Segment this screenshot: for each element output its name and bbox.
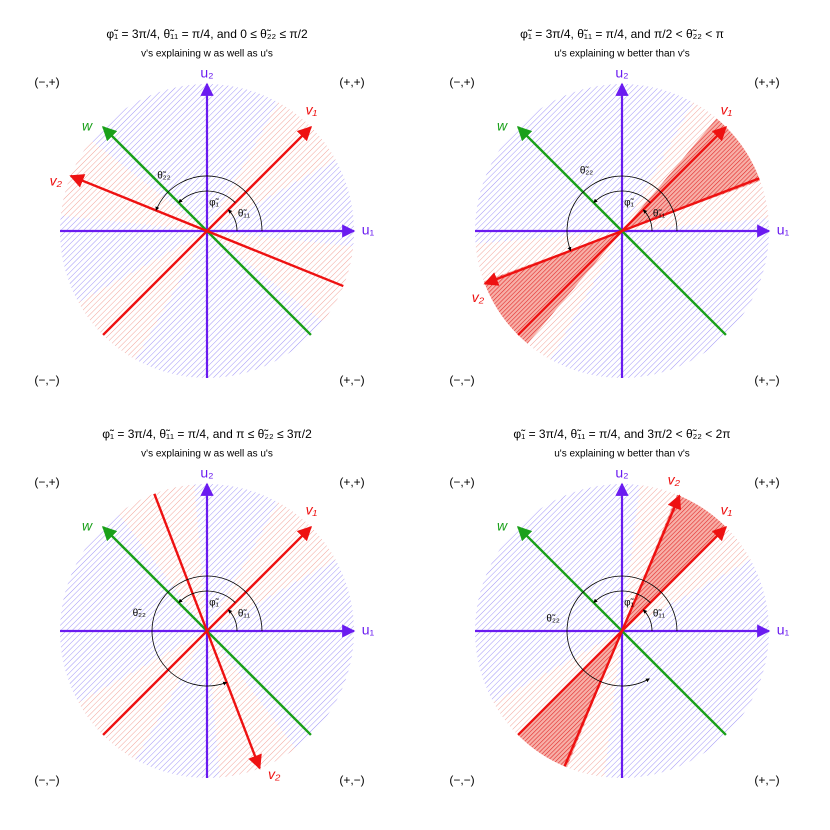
axis-label: u₁ [777, 622, 790, 638]
panel: φ̃₁ = 3π/4, θ̃₁₁ = π/4, and 0 ≤ θ̃₂₂ ≤ π… [34, 27, 374, 387]
angle-label: θ̃₁₁ [238, 609, 251, 620]
panel-title: φ̃₁ = 3π/4, θ̃₁₁ = π/4, and π/2 < θ̃₂₂ <… [520, 27, 724, 41]
panel-subtitle: u's explaining w better than v's [554, 49, 690, 60]
axis-label: u₂ [200, 465, 213, 481]
angle-label: θ̃₂₂ [133, 608, 146, 619]
quadrant-label: (+,+) [754, 475, 779, 489]
angle-arc [178, 190, 236, 203]
quadrant-label: (+,+) [339, 475, 364, 489]
quadrant-label: (−,+) [449, 75, 474, 89]
panel: φ̃₁ = 3π/4, θ̃₁₁ = π/4, and 3π/2 < θ̃₂₂ … [449, 427, 789, 787]
vector-label: v₁ [306, 502, 318, 518]
panel-subtitle: v's explaining w as well as u's [141, 49, 273, 60]
vector [69, 174, 344, 288]
vector-label: v₂ [268, 766, 281, 782]
vector [563, 494, 682, 767]
panel-title: φ̃₁ = 3π/4, θ̃₁₁ = π/4, and π ≤ θ̃₂₂ ≤ 3… [102, 427, 312, 441]
panel-subtitle: u's explaining w better than v's [554, 449, 690, 460]
vector-label: v₂ [668, 471, 681, 487]
axis-label: u₂ [615, 465, 628, 481]
angle-label: φ̃₁ [624, 198, 634, 209]
axis-label: u₂ [615, 65, 628, 81]
quadrant-label: (−,−) [449, 773, 474, 787]
wedge [60, 140, 207, 231]
quadrant-label: (+,+) [339, 75, 364, 89]
angle-label: θ̃₁₁ [238, 209, 251, 220]
panel: φ̃₁ = 3π/4, θ̃₁₁ = π/4, and π ≤ θ̃₂₂ ≤ 3… [34, 427, 374, 787]
quadrant-label: (−,−) [34, 373, 59, 387]
vector [153, 493, 262, 770]
angle-label: θ̃₂₂ [546, 613, 559, 624]
angle-arc [642, 609, 653, 632]
angle-label: φ̃₁ [624, 598, 634, 609]
angle-arc [642, 209, 653, 232]
angle-arc [227, 209, 238, 232]
panel-subtitle: v's explaining w as well as u's [141, 449, 273, 460]
angle-label: φ̃₁ [209, 198, 219, 209]
wedge [207, 631, 296, 778]
vector-label: v₁ [721, 502, 733, 518]
wedge [118, 484, 207, 631]
vector-label: w [497, 517, 508, 533]
angle-arc [178, 590, 236, 603]
vector-label: w [82, 517, 93, 533]
vector-label: v₂ [472, 289, 485, 305]
angle-label: θ̃₂₂ [580, 165, 593, 176]
angle-label: θ̃₂₂ [157, 170, 170, 181]
wedge [622, 494, 726, 631]
wedge [207, 231, 354, 322]
quadrant-label: (+,−) [754, 373, 779, 387]
angle-label: φ̃₁ [209, 598, 219, 609]
vector [483, 177, 760, 286]
quadrant-label: (+,−) [339, 773, 364, 787]
angle-arc [155, 175, 263, 232]
angle-arc [566, 575, 678, 687]
angle-arc [593, 190, 651, 203]
angle-arc [151, 575, 263, 687]
panel: φ̃₁ = 3π/4, θ̃₁₁ = π/4, and π/2 < θ̃₂₂ <… [449, 27, 789, 387]
quadrant-label: (−,+) [34, 475, 59, 489]
wedge [622, 118, 761, 231]
axis-label: u₂ [200, 65, 213, 81]
quadrant-label: (+,−) [339, 373, 364, 387]
wedge [483, 231, 622, 344]
wedge [518, 631, 622, 768]
quadrant-label: (−,−) [34, 773, 59, 787]
vector-label: v₁ [306, 102, 318, 118]
angle-label: θ̃₁₁ [653, 209, 666, 220]
quadrant-label: (−,−) [449, 373, 474, 387]
vector-label: v₂ [50, 173, 63, 189]
quadrant-label: (−,+) [449, 475, 474, 489]
quadrant-label: (−,+) [34, 75, 59, 89]
angle-arc [566, 175, 678, 252]
quadrant-label: (+,+) [754, 75, 779, 89]
vector-label: v₁ [721, 102, 733, 118]
vector-label: w [82, 117, 93, 133]
quadrant-label: (+,−) [754, 773, 779, 787]
panel-title: φ̃₁ = 3π/4, θ̃₁₁ = π/4, and 3π/2 < θ̃₂₂ … [513, 427, 730, 441]
panel-title: φ̃₁ = 3π/4, θ̃₁₁ = π/4, and 0 ≤ θ̃₂₂ ≤ π… [106, 27, 308, 41]
axis-label: u₁ [362, 222, 375, 238]
angle-arc [593, 590, 651, 603]
vector-label: w [497, 117, 508, 133]
angle-arc [227, 609, 238, 632]
angle-label: θ̃₁₁ [653, 609, 666, 620]
axis-label: u₁ [362, 622, 375, 638]
axis-label: u₁ [777, 222, 790, 238]
